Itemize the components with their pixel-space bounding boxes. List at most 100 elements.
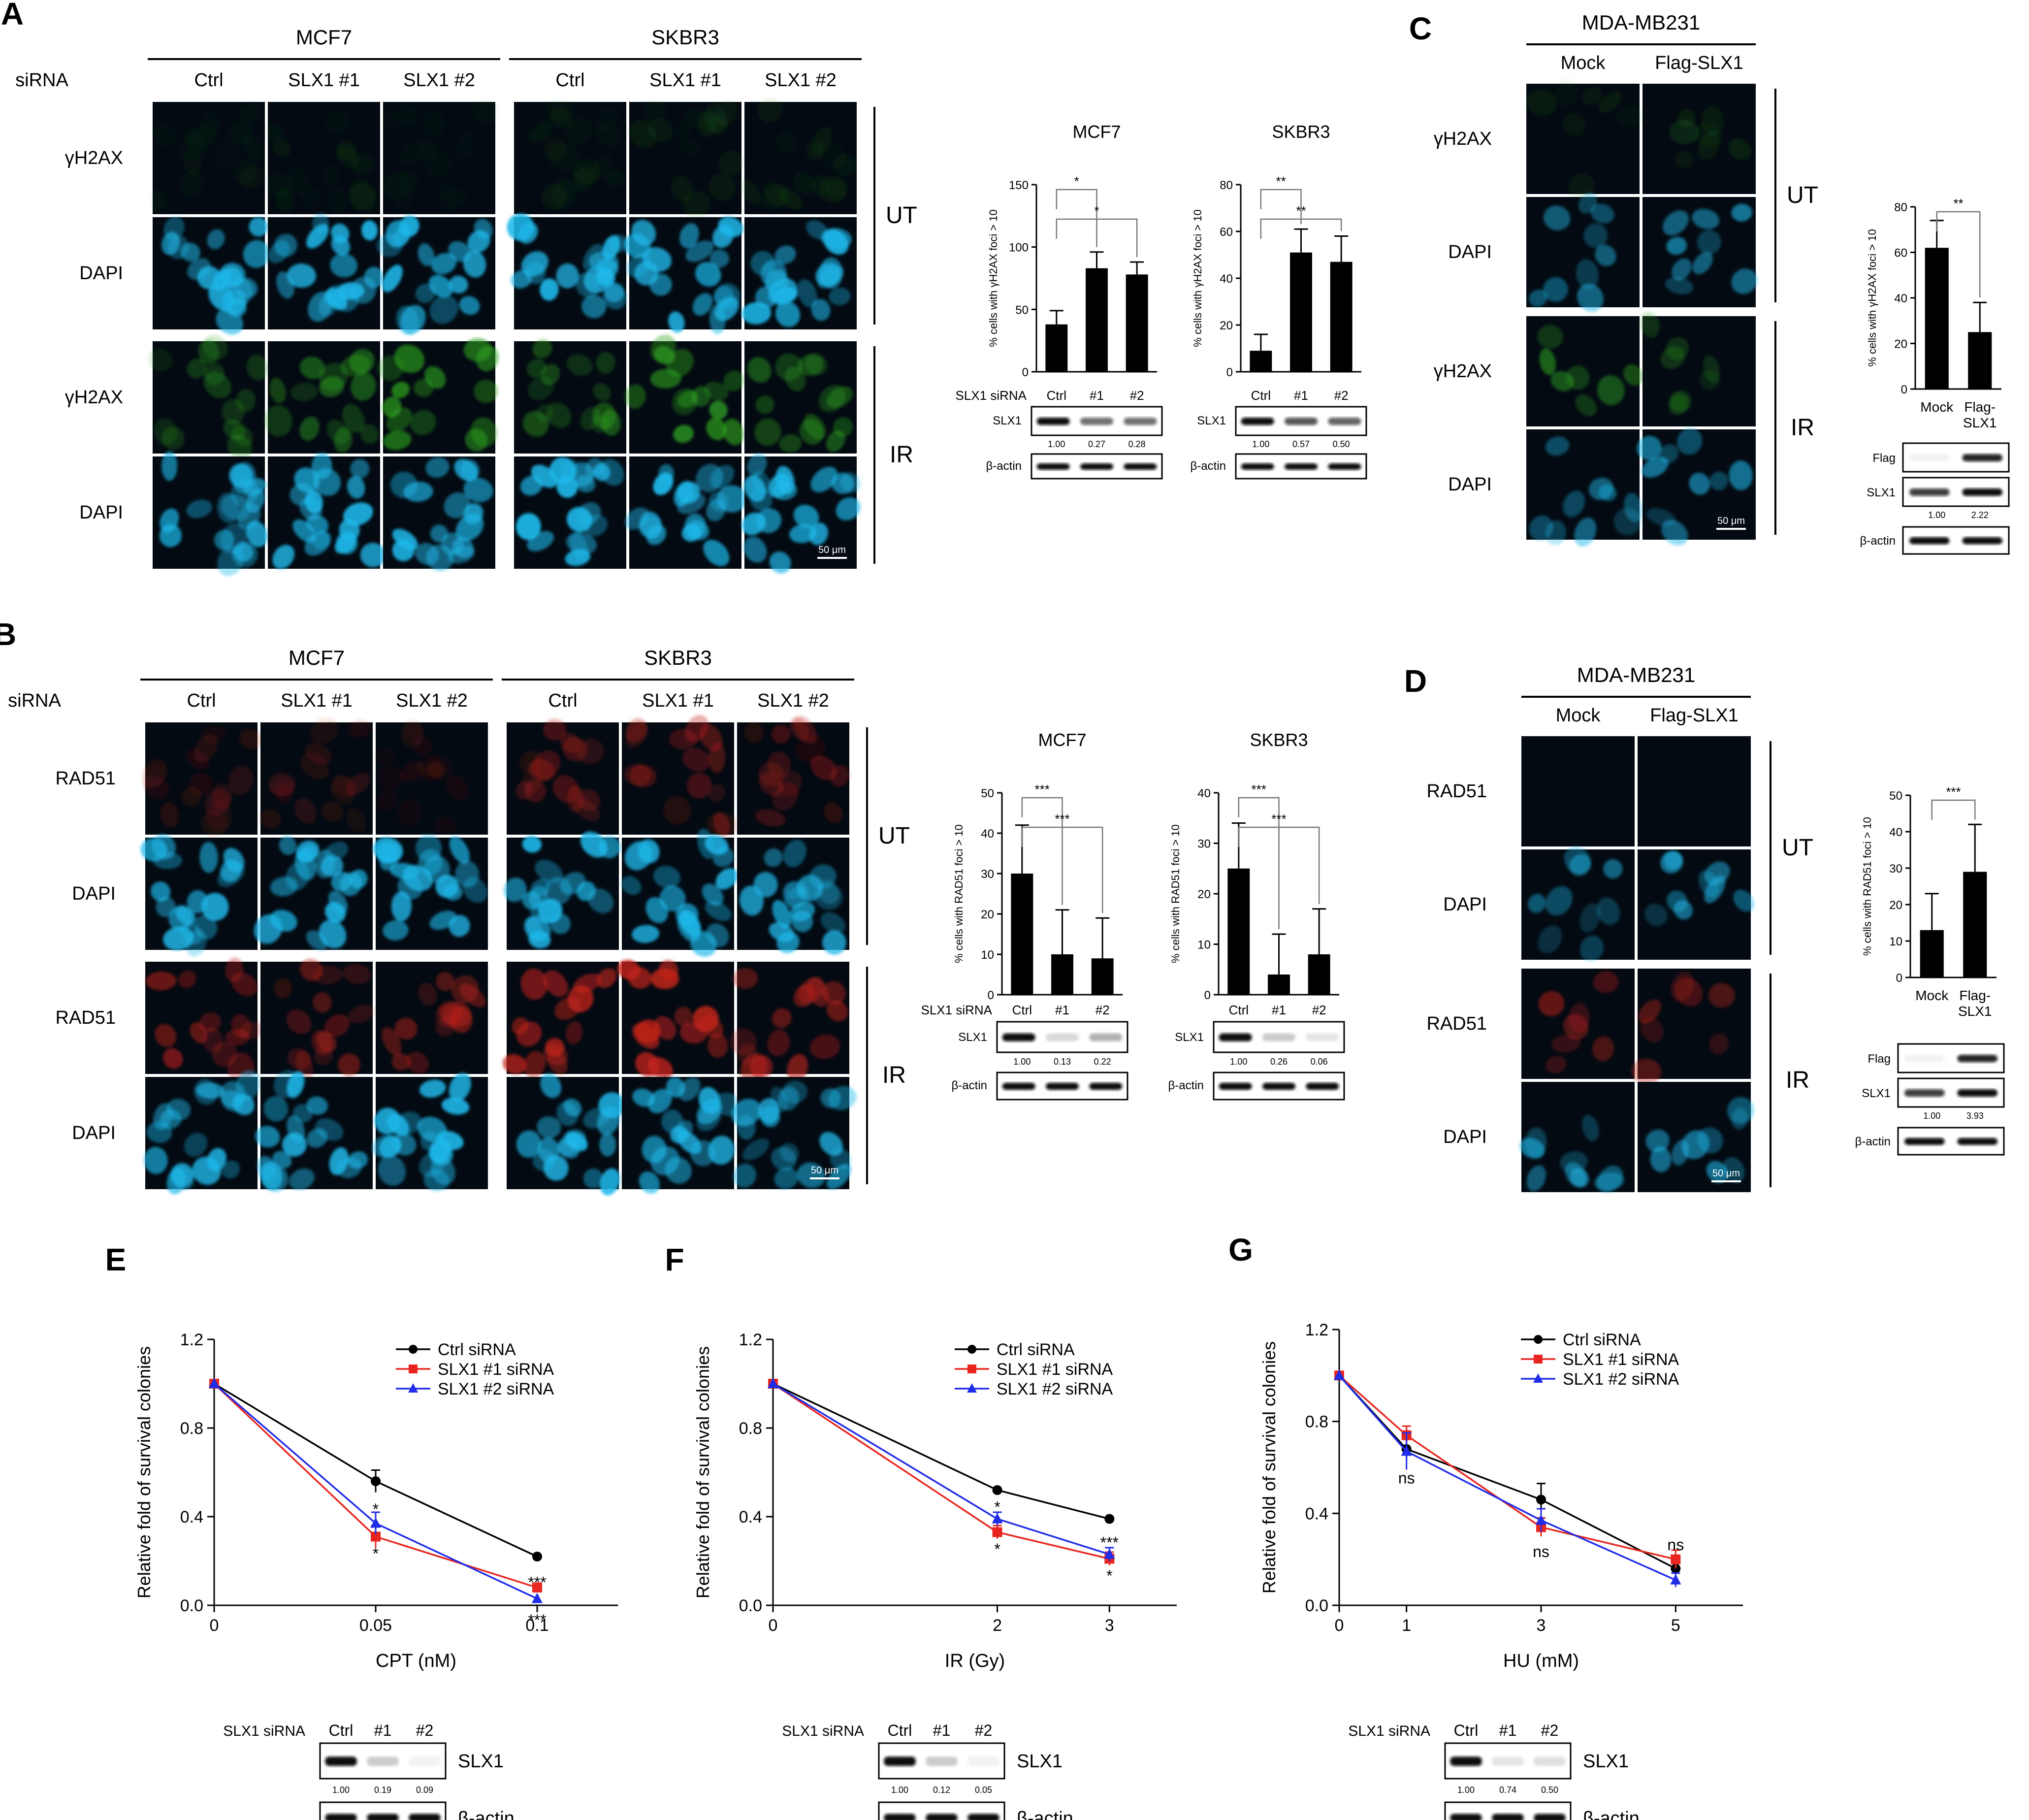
band: [1262, 1082, 1296, 1090]
nucleus: [207, 229, 225, 250]
cells: [621, 828, 738, 957]
nucleus: [715, 868, 738, 890]
nucleus: [143, 776, 170, 799]
y-tick-label: 30: [1889, 862, 1902, 876]
bar: [1330, 261, 1353, 372]
nucleus: [449, 836, 470, 864]
lane-label: Mock: [1920, 399, 1954, 415]
nucleus: [627, 253, 651, 278]
nucleus: [528, 121, 553, 143]
nucleus: [567, 985, 594, 1013]
nucleus: [243, 240, 270, 268]
quant-label: 0.09: [416, 1785, 433, 1795]
y-tick-label: 0.4: [739, 1508, 762, 1527]
row-label: DAPI: [72, 1123, 116, 1143]
blot-slx1: [319, 1742, 447, 1780]
y-tick-label: 20: [981, 908, 994, 921]
legend-label: SLX1 #1 siRNA: [997, 1360, 1113, 1379]
micrograph-tile: [624, 456, 747, 569]
micrograph-tile: [621, 828, 738, 957]
nucleus: [312, 531, 330, 550]
cells: [268, 213, 384, 322]
significance-label: ***: [1946, 784, 1961, 799]
series-line: [1338, 1375, 1676, 1581]
nucleus: [744, 722, 764, 743]
nucleus: [1637, 436, 1662, 460]
point: [1536, 1514, 1546, 1525]
micrograph-tile: [730, 962, 849, 1083]
nucleus: [399, 215, 419, 237]
cells: [1519, 1114, 1624, 1193]
nucleus: [663, 796, 691, 825]
micrograph-tile: [265, 102, 380, 214]
significance-bracket: [1931, 799, 1976, 820]
point: [1334, 1369, 1345, 1380]
blot-actin: [1213, 1072, 1345, 1101]
micrograph-tile: [1521, 846, 1635, 962]
cells: [1662, 203, 1758, 294]
treat-label: UT: [886, 202, 917, 228]
nucleus: [383, 171, 411, 200]
nucleus: [1569, 1003, 1590, 1034]
quant-label: 1.00: [1230, 1057, 1247, 1067]
nucleus: [678, 1077, 701, 1102]
nucleus: [669, 728, 698, 749]
blot-actin: [1235, 453, 1367, 480]
bands: [1002, 1033, 1123, 1041]
micrograph-tile: [622, 1077, 742, 1194]
y-tick-label: 0.0: [1305, 1596, 1328, 1615]
cells: [1644, 850, 1754, 926]
nucleus: [348, 1004, 374, 1024]
cells: [731, 1080, 857, 1189]
y-axis-label: % cells with γH2AX foci > 10: [1192, 209, 1204, 347]
nucleus: [621, 876, 642, 895]
panel-letter: C: [1409, 11, 1432, 46]
y-tick-label: 10: [1889, 935, 1902, 948]
micrograph-tile: [507, 718, 619, 835]
nucleus: [593, 463, 611, 482]
row-label: RAD51: [1427, 1013, 1487, 1034]
bands: [1002, 1082, 1123, 1090]
nucleus: [418, 243, 435, 266]
band: [1909, 537, 1950, 545]
quant-label: 1.00: [1013, 1057, 1031, 1067]
nucleus: [1645, 1129, 1670, 1152]
nucleus: [1592, 1036, 1614, 1062]
cells: [502, 968, 617, 1078]
nucleus: [154, 418, 177, 445]
band: [1080, 418, 1114, 425]
nucleus: [449, 275, 468, 293]
significance-bracket: [1238, 826, 1320, 904]
nucleus: [750, 251, 775, 276]
nucleus: [535, 859, 563, 883]
bar: [1250, 351, 1272, 372]
nucleus: [831, 472, 855, 494]
micrograph-tile: [624, 334, 744, 454]
micrograph-tile: [259, 717, 373, 835]
blot-label: SLX1: [1197, 414, 1226, 427]
tile-bg: [1643, 316, 1756, 426]
significance-bracket: [1260, 189, 1302, 225]
bar-chart-D: 0 10 20 30 40 50 % cells with RAD51 foci > 10 *…: [1861, 784, 1997, 985]
nucleus: [548, 143, 580, 171]
nucleus: [822, 981, 846, 1005]
nucleus: [330, 253, 357, 278]
nucleus: [182, 148, 201, 174]
nucleus: [1574, 518, 1597, 547]
nucleus: [1660, 346, 1685, 369]
blot-label: SLX1: [958, 1031, 987, 1044]
nucleus: [787, 1054, 808, 1082]
blot-label: Flag: [1872, 452, 1896, 465]
nucleus: [290, 382, 318, 401]
nucleus: [1706, 1161, 1728, 1183]
nucleus: [378, 1155, 406, 1186]
nucleus: [289, 1168, 315, 1190]
point: [532, 1552, 542, 1561]
micrograph-tile: [1526, 192, 1640, 312]
y-tick-label: 60: [1220, 226, 1233, 239]
nucleus: [1563, 490, 1585, 518]
nucleus: [429, 910, 457, 930]
nucleus: [576, 881, 596, 901]
micrograph-tile: [617, 959, 734, 1079]
quant-label: 0.27: [1088, 439, 1105, 449]
